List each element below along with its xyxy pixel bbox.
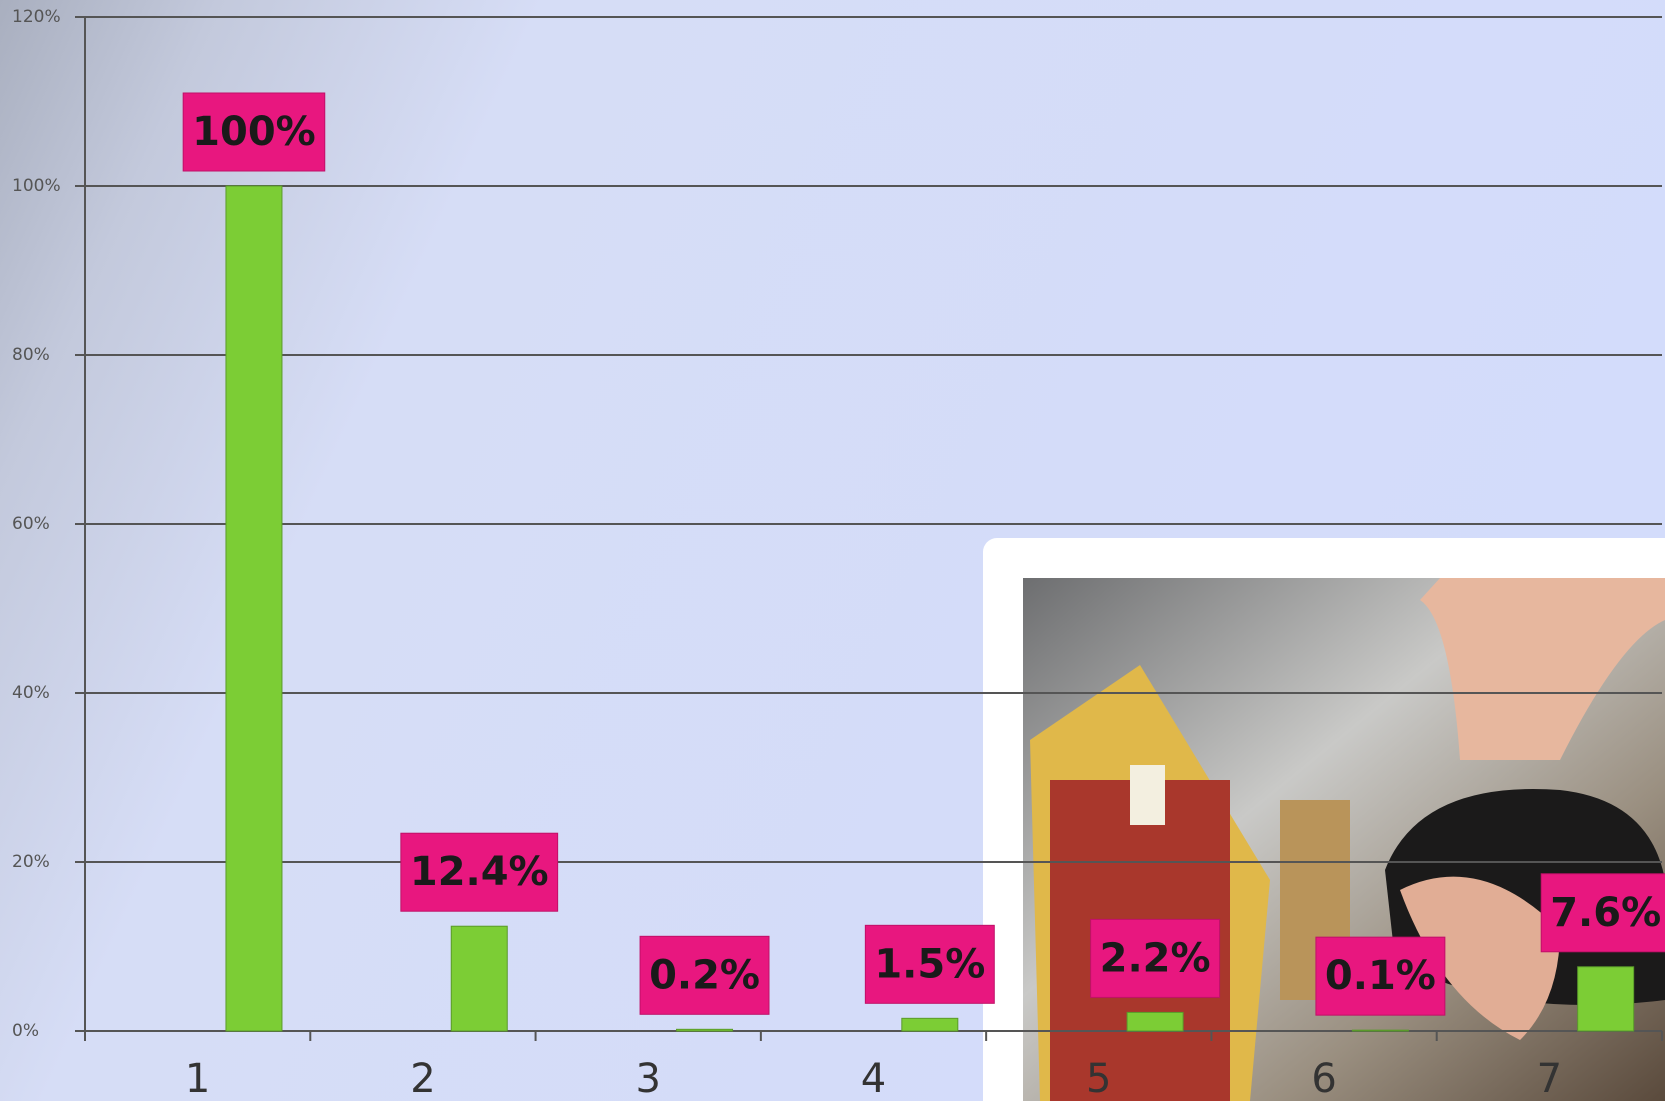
bar	[451, 926, 507, 1031]
y-tick-label: 20%	[12, 852, 50, 872]
x-tick-label: 2	[410, 1056, 435, 1101]
x-tick-label: 4	[861, 1056, 886, 1101]
y-tick-label: 40%	[12, 683, 50, 703]
value-label: 7.6%	[1550, 890, 1661, 936]
value-label: 100%	[192, 109, 316, 155]
value-label: 2.2%	[1100, 935, 1211, 981]
bar	[1352, 1030, 1408, 1031]
value-label: 12.4%	[410, 849, 549, 895]
photo-inset	[983, 538, 1665, 1101]
bar	[1578, 967, 1634, 1031]
value-label: 0.2%	[649, 952, 760, 998]
chart: 0% 20% 40% 60% 80% 100% 120% 1 100% 2 12.4% 3 0.2% 4 1…	[0, 0, 1665, 1101]
page: 0% 20% 40% 60% 80% 100% 120% 1 100% 2 12.4% 3 0.2% 4 1…	[0, 0, 1665, 1101]
x-tick-label: 5	[1086, 1056, 1111, 1101]
bar	[677, 1029, 733, 1031]
y-tick-label: 80%	[12, 345, 50, 365]
y-tick-label: 100%	[12, 176, 61, 196]
x-tick-label: 7	[1537, 1056, 1562, 1101]
value-label: 0.1%	[1325, 953, 1436, 999]
x-tick-label: 1	[185, 1056, 210, 1101]
y-tick-label: 0%	[12, 1021, 39, 1041]
house-window	[1130, 765, 1165, 825]
bar	[226, 186, 282, 1031]
y-tick-label: 60%	[12, 514, 50, 534]
y-tick-label: 120%	[12, 7, 61, 27]
x-tick-label: 3	[635, 1056, 660, 1101]
x-tick-label: 6	[1311, 1056, 1336, 1101]
value-label: 1.5%	[874, 941, 985, 987]
bar	[1127, 1012, 1183, 1031]
bar	[902, 1018, 958, 1031]
